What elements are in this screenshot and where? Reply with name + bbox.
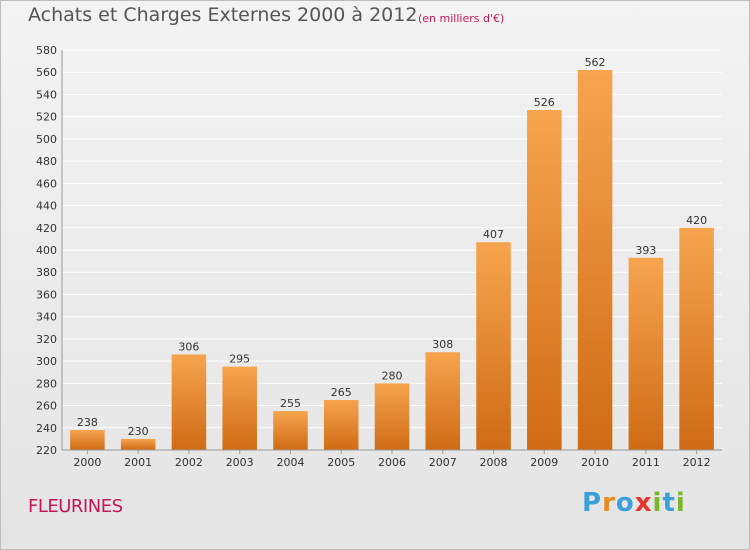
- logo-letter: x: [634, 488, 653, 518]
- x-tick-label: 2009: [530, 456, 558, 469]
- y-tick-label: 560: [36, 66, 57, 79]
- bar-value-label: 306: [178, 340, 199, 353]
- axes: [61, 50, 722, 454]
- bar-value-label: 280: [382, 369, 403, 382]
- bar: [273, 411, 308, 450]
- bars: [70, 70, 714, 450]
- bar: [171, 354, 207, 450]
- chart-title: Achats et Charges Externes 2000 à 2012: [28, 4, 418, 26]
- x-tick-label: 2007: [429, 456, 457, 469]
- x-tick-label: 2010: [581, 456, 609, 469]
- bar-value-label: 393: [635, 244, 656, 257]
- bar-value-label: 295: [229, 353, 250, 366]
- y-tick-label: 420: [36, 222, 57, 235]
- bar-value-label: 265: [331, 386, 352, 399]
- bar: [628, 257, 664, 450]
- bar-value-label: 230: [128, 425, 149, 438]
- y-tick-label: 280: [36, 377, 57, 390]
- bar-value-label: 562: [585, 56, 606, 69]
- proxiti-logo[interactable]: Proxiti: [582, 488, 686, 518]
- y-tick-label: 400: [36, 244, 57, 257]
- y-tick-label: 260: [36, 400, 57, 413]
- x-tick-label: 2006: [378, 456, 406, 469]
- x-tick-label: 2005: [327, 456, 355, 469]
- x-tick-label: 2000: [73, 456, 101, 469]
- x-tick-label: 2008: [480, 456, 508, 469]
- x-tick-label: 2011: [632, 456, 660, 469]
- bar: [323, 400, 359, 450]
- chart-subtitle: (en milliers d'€): [418, 12, 505, 25]
- y-tick-label: 440: [36, 200, 57, 213]
- y-tick-label: 480: [36, 155, 57, 168]
- bar-value-label: 238: [77, 416, 98, 429]
- labels: 220 240 260 280 300 320 340 360 380 400 420 440 460 4…: [36, 44, 711, 469]
- y-tick-label: 320: [36, 333, 57, 346]
- logo-letter: r: [602, 488, 616, 518]
- logo-letter: i: [675, 488, 686, 518]
- y-tick-label: 220: [36, 444, 57, 457]
- y-tick-label: 300: [36, 355, 57, 368]
- y-tick-label: 240: [36, 422, 57, 435]
- x-tick-label: 2003: [226, 456, 254, 469]
- bar: [70, 430, 105, 450]
- y-tick-label: 540: [36, 88, 57, 101]
- bar: [374, 383, 410, 450]
- x-tick-label: 2002: [175, 456, 203, 469]
- bar: [222, 366, 257, 450]
- y-tick-label: 380: [36, 266, 57, 279]
- logo-letter: t: [662, 488, 676, 518]
- y-tick-label: 460: [36, 177, 57, 190]
- bar: [527, 110, 562, 450]
- y-tick-label: 360: [36, 288, 57, 301]
- x-tick-label: 2012: [683, 456, 711, 469]
- y-tick-label: 580: [36, 44, 57, 57]
- logo-letter: o: [615, 488, 635, 518]
- logo-letter: P: [582, 488, 603, 518]
- bar: [679, 227, 714, 450]
- bar-value-label: 420: [686, 214, 707, 227]
- bar: [577, 70, 613, 450]
- bar-value-label: 255: [280, 397, 301, 410]
- y-tick-label: 340: [36, 311, 57, 324]
- bar-value-label: 407: [483, 228, 504, 241]
- bar-value-label: 308: [432, 338, 453, 351]
- bar: [476, 242, 511, 450]
- y-tick-label: 500: [36, 133, 57, 146]
- bar-value-label: 526: [534, 96, 555, 109]
- logo-letter: i: [652, 488, 663, 518]
- bar: [120, 438, 156, 450]
- town-name: FLEURINES: [28, 496, 123, 517]
- y-tick-label: 520: [36, 111, 57, 124]
- x-tick-label: 2004: [276, 456, 304, 469]
- x-tick-label: 2001: [124, 456, 152, 469]
- bar: [425, 352, 461, 450]
